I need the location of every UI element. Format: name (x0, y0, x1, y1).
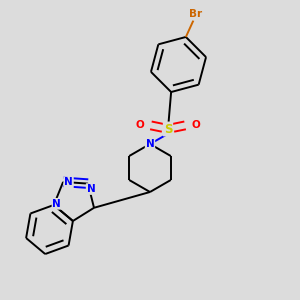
Text: Br: Br (189, 10, 202, 20)
Text: N: N (64, 178, 73, 188)
Text: S: S (164, 122, 172, 136)
Text: N: N (52, 199, 61, 209)
Text: N: N (146, 139, 154, 149)
Text: O: O (191, 120, 200, 130)
Text: O: O (136, 120, 145, 130)
Text: N: N (87, 184, 95, 194)
